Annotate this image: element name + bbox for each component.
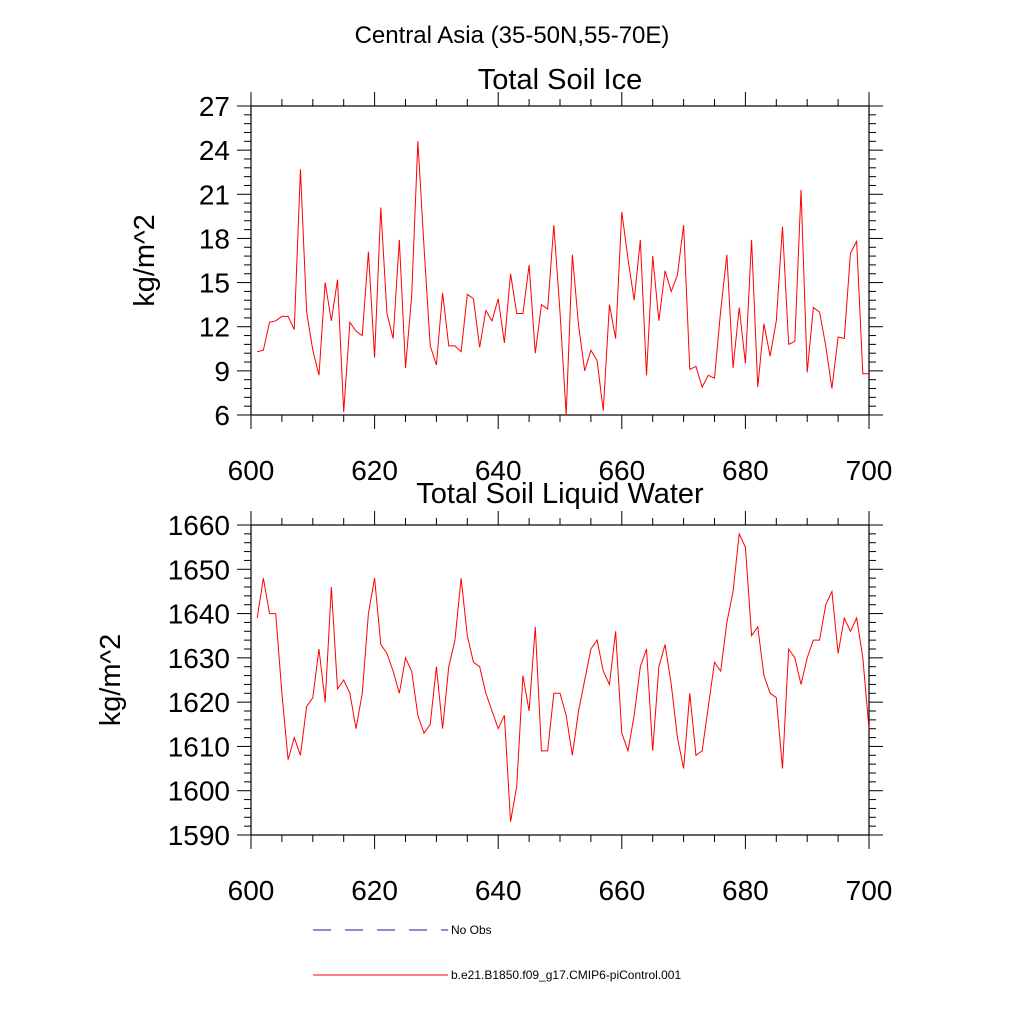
y-tick-label-soil-ice: 9 xyxy=(214,356,230,387)
x-tick-label-soil-liquid: 660 xyxy=(598,875,645,906)
x-tick-label-soil-ice: 640 xyxy=(475,455,522,486)
legend-no-obs-label: No Obs xyxy=(451,923,492,937)
y-tick-label-soil-liquid: 1610 xyxy=(168,731,230,762)
x-tick-label-soil-ice: 620 xyxy=(351,455,398,486)
x-tick-label-soil-liquid: 600 xyxy=(228,875,275,906)
series-line-soil-ice xyxy=(257,141,869,416)
panel-title-soil-liquid: Total Soil Liquid Water xyxy=(416,478,704,510)
x-tick-label-soil-ice: 660 xyxy=(598,455,645,486)
y-tick-label-soil-ice: 6 xyxy=(214,400,230,431)
x-tick-label-soil-ice: 600 xyxy=(228,455,275,486)
y-tick-label-soil-liquid: 1640 xyxy=(168,599,230,630)
series-line-soil-liquid xyxy=(256,532,870,822)
legend-model-label: b.e21.B1850.f09_g17.CMIP6-piControl.001 xyxy=(451,968,681,982)
figure-title: Central Asia (35-50N,55-70E) xyxy=(355,22,670,49)
y-tick-label-soil-ice: 12 xyxy=(199,312,230,343)
y-tick-label-soil-liquid: 1620 xyxy=(168,687,230,718)
panel-total-soil-liquid-water: Total Soil Liquid Water kg/m^2 1590 1600 161… xyxy=(95,478,892,906)
y-tick-label-soil-liquid: 1650 xyxy=(168,554,230,585)
x-tick-label-soil-ice: 700 xyxy=(846,455,893,486)
y-tick-label-soil-ice: 18 xyxy=(199,223,230,254)
y-tick-label-soil-liquid: 1630 xyxy=(168,643,230,674)
y-tick-label-soil-ice: 24 xyxy=(199,135,230,166)
y-tick-label-soil-liquid: 1590 xyxy=(168,820,230,851)
y-tick-label-soil-liquid: 1600 xyxy=(168,776,230,807)
legend: No Obs b.e21.B1850.f09_g17.CMIP6-piContr… xyxy=(313,923,681,982)
x-tick-label-soil-liquid: 700 xyxy=(846,875,893,906)
panel-total-soil-ice: Total Soil Ice kg/m^2 6 9 12 15 18 21 24 27 600 620… xyxy=(129,64,892,486)
y-tick-label-soil-liquid: 1660 xyxy=(168,510,230,541)
y-axis-label-soil-liquid: kg/m^2 xyxy=(95,634,127,727)
panel-title-soil-ice: Total Soil Ice xyxy=(478,64,642,96)
y-axis-label-soil-ice: kg/m^2 xyxy=(129,214,161,307)
x-tick-label-soil-liquid: 640 xyxy=(475,875,522,906)
y-tick-label-soil-ice: 27 xyxy=(199,91,230,122)
x-tick-label-soil-ice: 680 xyxy=(722,455,769,486)
y-tick-label-soil-ice: 21 xyxy=(199,179,230,210)
y-tick-label-soil-ice: 15 xyxy=(199,268,230,299)
x-tick-label-soil-liquid: 680 xyxy=(722,875,769,906)
x-tick-label-soil-liquid: 620 xyxy=(351,875,398,906)
